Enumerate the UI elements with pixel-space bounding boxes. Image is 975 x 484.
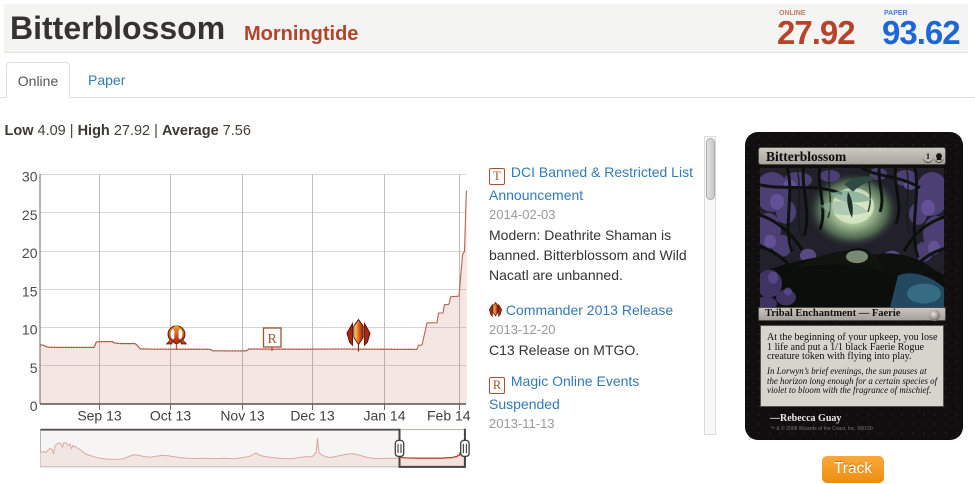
svg-text:Jan 14: Jan 14 xyxy=(363,408,405,424)
svg-text:Oct 13: Oct 13 xyxy=(150,408,191,424)
svg-text:Sep 13: Sep 13 xyxy=(77,408,122,424)
svg-text:Feb 14: Feb 14 xyxy=(427,408,471,424)
svg-text:20: 20 xyxy=(22,245,38,261)
svg-text:10: 10 xyxy=(22,322,38,338)
svg-text:25: 25 xyxy=(22,207,38,223)
svg-text:15: 15 xyxy=(22,283,38,299)
svg-text:5: 5 xyxy=(30,360,38,376)
svg-text:Dec 13: Dec 13 xyxy=(290,408,335,424)
svg-text:R: R xyxy=(268,332,278,347)
svg-text:0: 0 xyxy=(30,398,38,414)
svg-text:Nov 13: Nov 13 xyxy=(220,408,265,424)
svg-text:30: 30 xyxy=(22,169,38,185)
